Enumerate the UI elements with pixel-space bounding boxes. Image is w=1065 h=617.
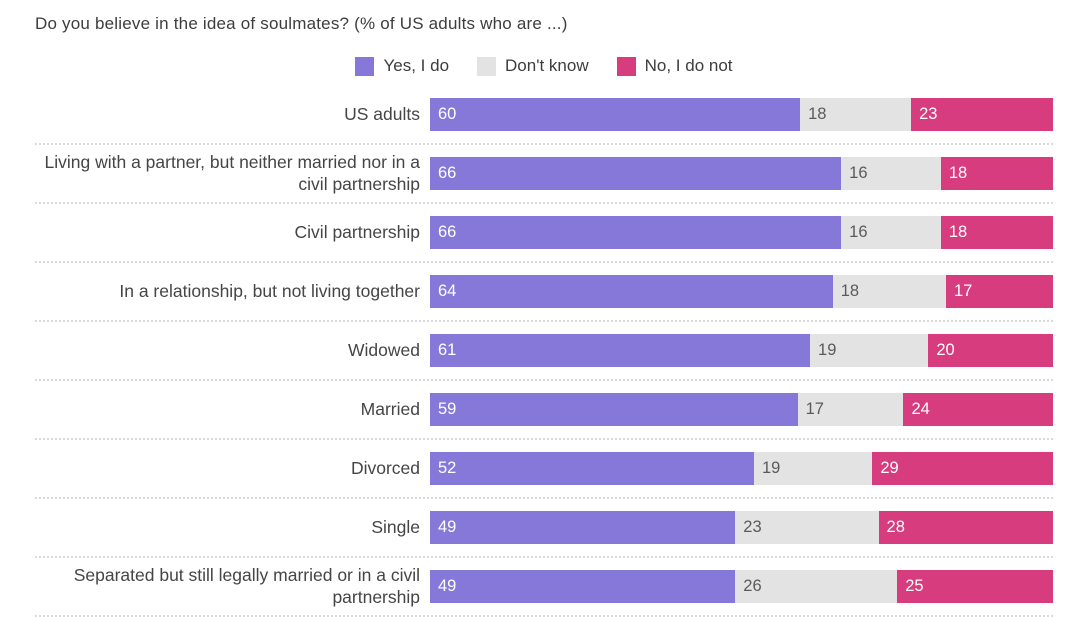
chart-row: Living with a partner, but neither marri… [35, 143, 1053, 202]
legend-swatch-dont-know [477, 56, 497, 76]
bar-segment-no-i-do-not: 17 [946, 275, 1053, 308]
category-label: In a relationship, but not living togeth… [119, 280, 420, 301]
category-label: Divorced [350, 457, 420, 478]
chart-row: In a relationship, but not living togeth… [35, 261, 1053, 320]
chart-row: Single 49 23 28 [35, 497, 1053, 556]
bar-segment-no-i-do-not: 29 [872, 452, 1053, 485]
stacked-bar: 66 16 18 [430, 216, 1053, 249]
chart-rows: US adults 60 18 23 Living with a partner, bu… [35, 86, 1053, 617]
stacked-bar: 52 19 29 [430, 452, 1053, 485]
category-label: Civil partnership [294, 221, 420, 242]
bar-segment-dont-know: 19 [753, 452, 873, 485]
chart-row: Widowed 61 19 20 [35, 320, 1053, 379]
bar-segment-yes-i-do: 64 [430, 275, 833, 308]
chart-row: Civil partnership 66 16 18 [35, 202, 1053, 261]
bar-segment-yes-i-do: 49 [430, 570, 736, 603]
stacked-bar: 49 26 25 [430, 570, 1053, 603]
bar-segment-no-i-do-not: 18 [940, 216, 1053, 249]
legend-item-no-i-do-not: No, I do not [616, 56, 733, 76]
bar-segment-yes-i-do: 60 [430, 98, 801, 131]
stacked-bar: 64 18 17 [430, 275, 1053, 308]
bar-segment-yes-i-do: 49 [430, 511, 736, 544]
category-label: Living with a partner, but neither marri… [44, 151, 420, 194]
bar-segment-yes-i-do: 59 [430, 393, 798, 426]
stacked-bar: 59 17 24 [430, 393, 1053, 426]
category-label: Widowed [348, 339, 420, 360]
bar-segment-no-i-do-not: 20 [928, 334, 1053, 367]
legend-label-yes-i-do: Yes, I do [383, 56, 450, 75]
category-label: Married [360, 398, 420, 419]
legend-item-dont-know: Don't know [477, 56, 589, 76]
chart-row: Divorced 52 19 29 [35, 438, 1053, 497]
bar-segment-no-i-do-not: 24 [903, 393, 1053, 426]
bar-segment-dont-know: 16 [841, 157, 941, 190]
bar-segment-yes-i-do: 66 [430, 157, 842, 190]
legend-label-dont-know: Don't know [505, 56, 589, 75]
bar-segment-dont-know: 23 [735, 511, 879, 544]
legend: Yes, I do Don't know No, I do not [35, 56, 1053, 76]
chart-row: US adults 60 18 23 [35, 86, 1053, 143]
chart-row: Married 59 17 24 [35, 379, 1053, 438]
bar-segment-dont-know: 16 [841, 216, 941, 249]
category-label: Separated but still legally married or i… [73, 564, 420, 607]
bar-segment-dont-know: 19 [810, 334, 929, 367]
bar-segment-dont-know: 17 [797, 393, 904, 426]
bar-segment-dont-know: 18 [800, 98, 912, 131]
category-label: US adults [344, 103, 420, 124]
stacked-bar: 49 23 28 [430, 511, 1053, 544]
legend-swatch-yes-i-do [355, 56, 375, 76]
bar-segment-dont-know: 26 [735, 570, 898, 603]
chart-title: Do you believe in the idea of soulmates?… [35, 14, 568, 33]
legend-item-yes-i-do: Yes, I do [355, 56, 449, 76]
bar-segment-dont-know: 18 [832, 275, 946, 308]
stacked-bar: 66 16 18 [430, 157, 1053, 190]
category-label: Single [371, 516, 420, 537]
bar-segment-no-i-do-not: 25 [897, 570, 1053, 603]
bar-segment-yes-i-do: 66 [430, 216, 842, 249]
stacked-bar: 60 18 23 [430, 98, 1053, 131]
stacked-bar: 61 19 20 [430, 334, 1053, 367]
bar-segment-yes-i-do: 61 [430, 334, 811, 367]
bar-segment-yes-i-do: 52 [430, 452, 754, 485]
bar-segment-no-i-do-not: 18 [940, 157, 1053, 190]
chart-row: Separated but still legally married or i… [35, 556, 1053, 615]
bar-segment-no-i-do-not: 28 [878, 511, 1053, 544]
legend-label-no-i-do-not: No, I do not [644, 56, 733, 75]
legend-swatch-no-i-do-not [616, 56, 636, 76]
bar-segment-no-i-do-not: 23 [911, 98, 1053, 131]
